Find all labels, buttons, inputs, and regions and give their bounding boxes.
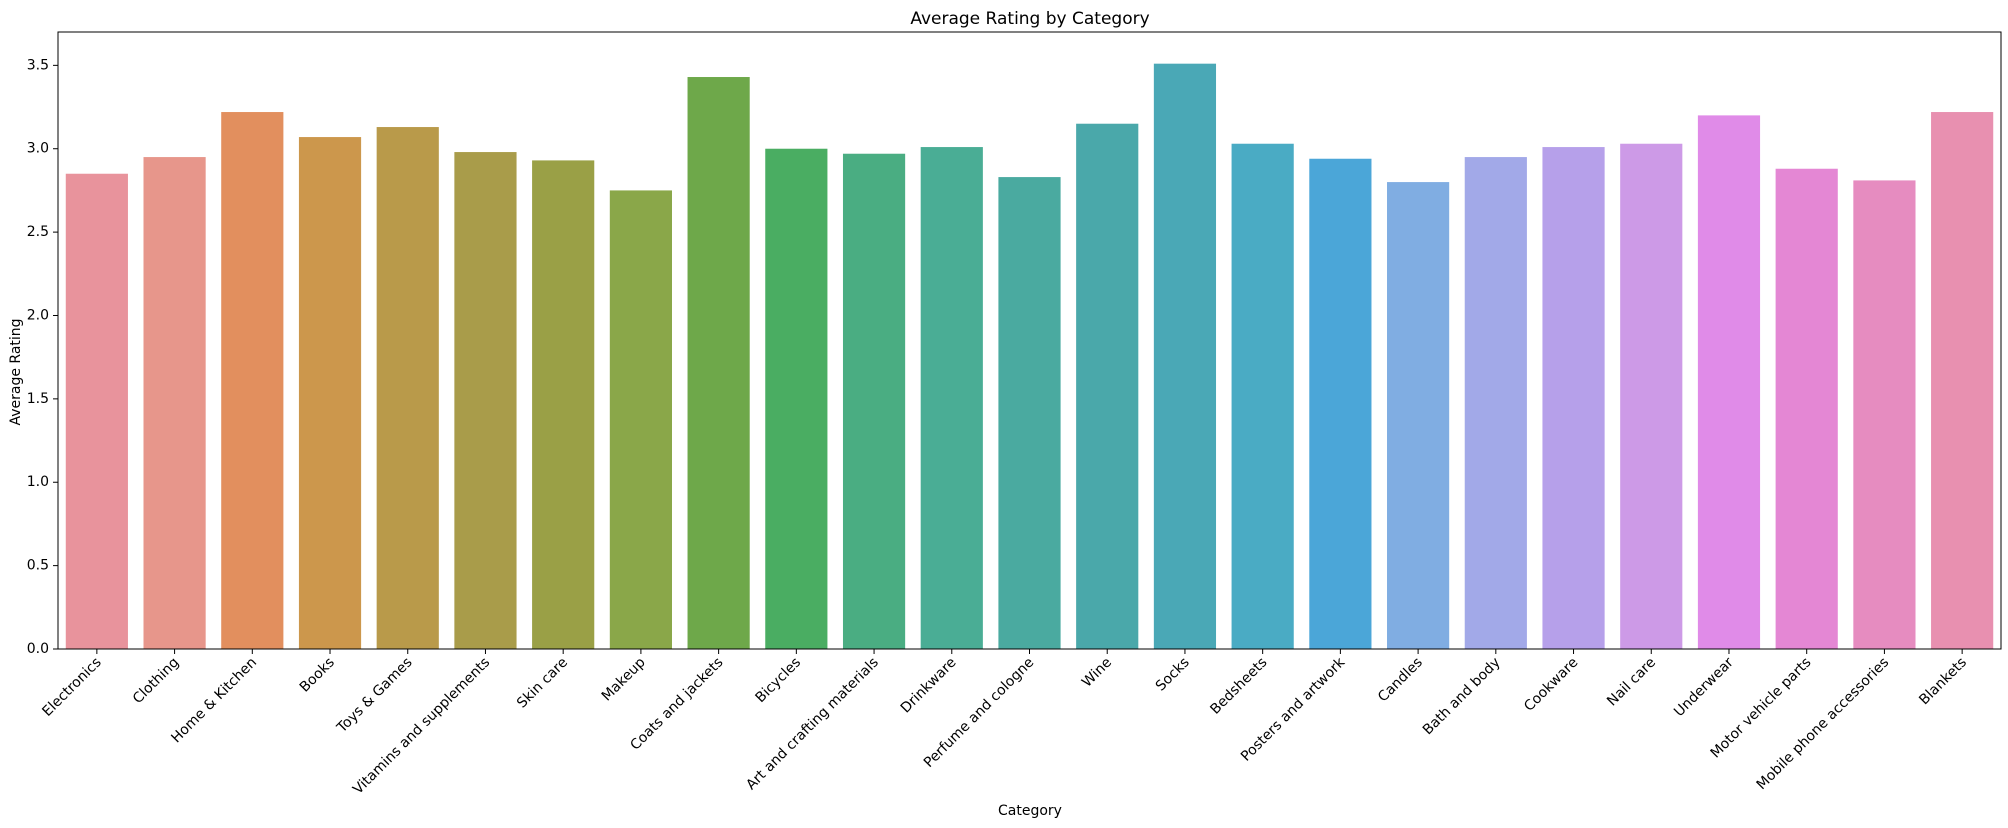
bar (920, 147, 983, 649)
bar (298, 137, 362, 649)
bar (1309, 158, 1372, 650)
x-tick-label: Blankets (1916, 655, 1970, 709)
y-axis-ticks: 0.0 0.5 1.0 1.5 2.0 2.5 3.0 3.5 (27, 57, 58, 657)
plot-frame (57, 31, 2002, 650)
y-tick-label: 2.0 (27, 307, 49, 323)
x-tick-label: Books (297, 655, 338, 696)
y-tick-label: 0.5 (27, 558, 49, 574)
bar (1231, 143, 1294, 650)
bar (1620, 143, 1683, 650)
x-tick-label: Mobile phone accessories (1754, 655, 1893, 794)
x-tick-label: Art and crafting materials (743, 655, 882, 794)
x-tick-label: Bicycles (753, 655, 805, 707)
x-tick-label: Home & Kitchen (168, 655, 260, 747)
bars-group (65, 63, 1994, 650)
bar (842, 153, 906, 650)
chart-title: Average Rating by Category (910, 9, 1149, 29)
bar (1076, 123, 1139, 650)
bar (609, 190, 672, 650)
y-tick-label: 1.5 (27, 391, 49, 407)
bar (1387, 182, 1450, 649)
y-axis-title: Average Rating (8, 318, 24, 425)
bar (532, 160, 595, 649)
y-tick-label: 2.5 (27, 224, 49, 240)
x-axis-title: Category (998, 803, 1062, 819)
x-tick-label: Drinkware (898, 655, 960, 717)
bar (1931, 112, 1994, 650)
x-tick-label: Skin care (514, 655, 571, 712)
y-tick-label: 3.0 (27, 141, 49, 157)
bar (687, 77, 750, 649)
bar (454, 152, 517, 649)
bar (998, 177, 1061, 649)
x-tick-label: Candles (1375, 655, 1426, 706)
x-tick-label: Clothing (130, 655, 183, 708)
y-tick-label: 0.0 (27, 641, 49, 657)
x-tick-label: Cookware (1521, 655, 1581, 715)
x-tick-label: Makeup (599, 654, 649, 704)
bar (65, 173, 128, 650)
bar (143, 157, 206, 649)
x-tick-label: Nail care (1604, 655, 1659, 710)
x-tick-label: Socks (1153, 655, 1193, 695)
bar (376, 127, 439, 650)
x-tick-label: Vitamins and supplements (350, 655, 493, 798)
x-tick-label: Underwear (1671, 654, 1737, 720)
bar (765, 148, 828, 650)
bar (1464, 157, 1527, 649)
bar (1697, 115, 1761, 649)
y-tick-label: 1.0 (27, 474, 49, 490)
bar (1775, 168, 1838, 650)
bar (221, 112, 284, 650)
y-tick-label: 3.5 (27, 57, 49, 73)
x-tick-label: Bedsheets (1207, 655, 1270, 718)
bar (1542, 147, 1605, 649)
x-tick-label: Bath and body (1420, 655, 1504, 739)
bar (1153, 63, 1217, 650)
x-tick-label: Wine (1079, 655, 1115, 691)
x-tick-label: Toys & Games (333, 655, 415, 737)
bar (1853, 180, 1916, 649)
x-tick-label: Electronics (39, 655, 104, 720)
